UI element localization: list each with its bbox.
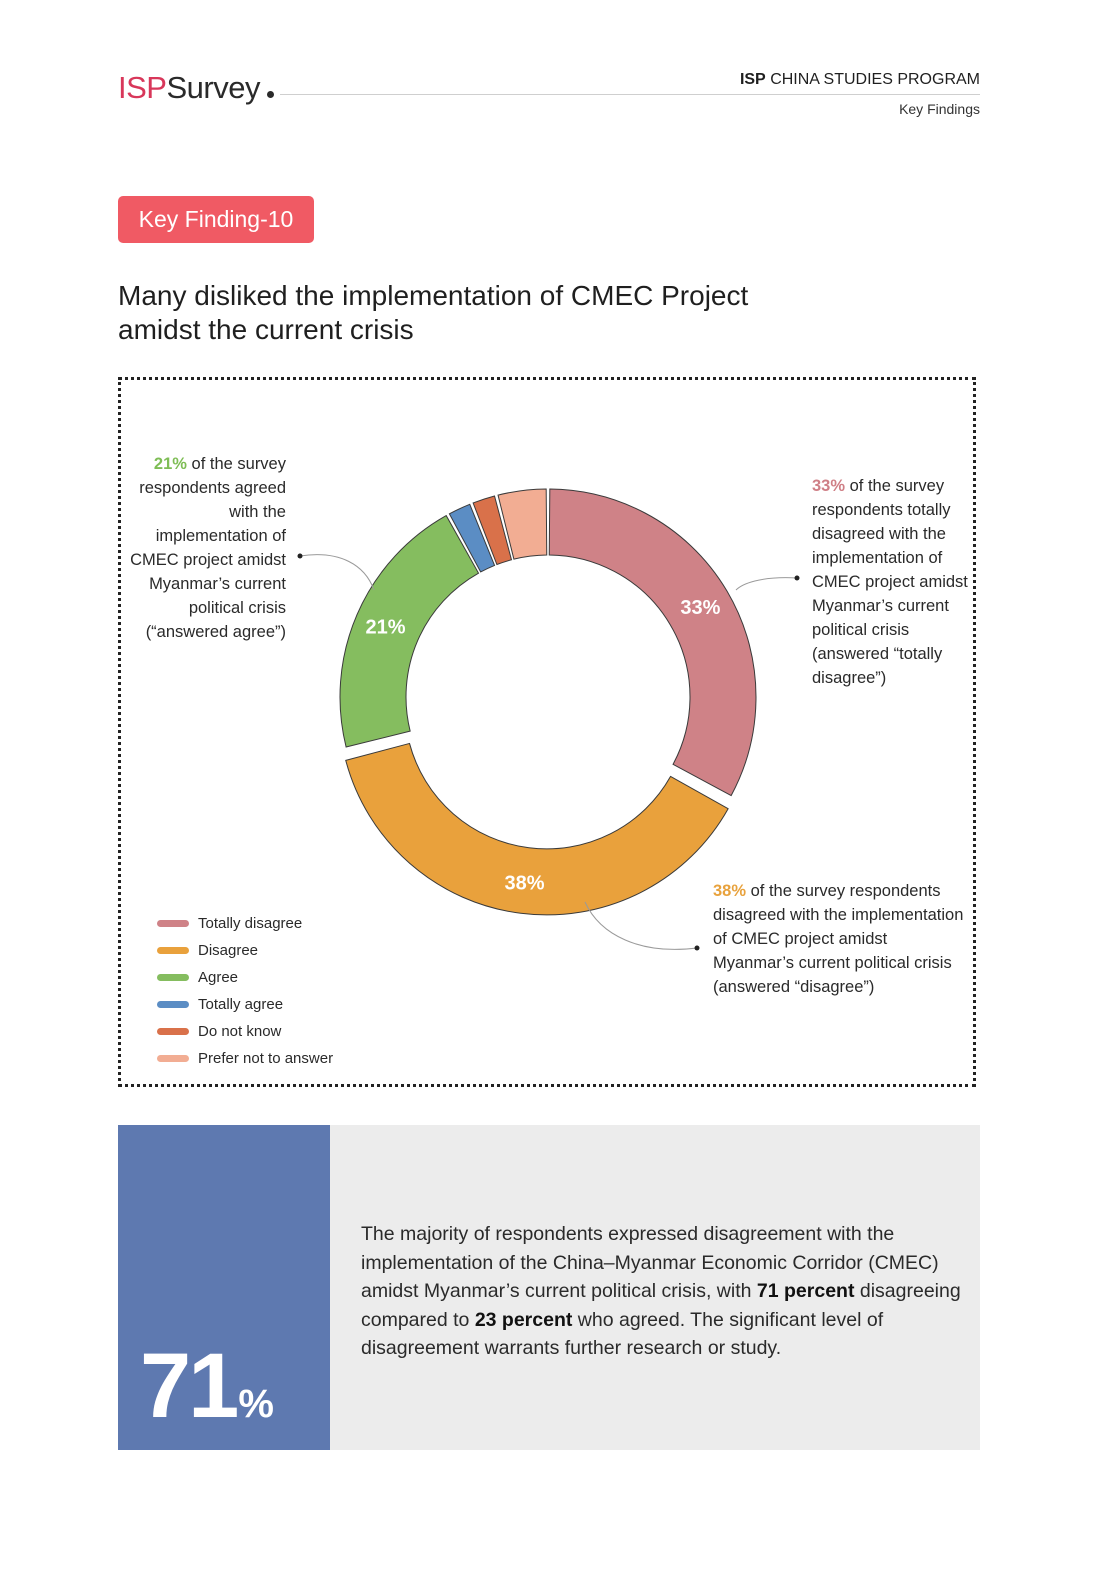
- slice-agree: [339, 514, 480, 748]
- summary-panel: 71% The majority of respondents expresse…: [118, 1125, 980, 1450]
- slice-prefer-not: [497, 488, 548, 560]
- key-finding-badge: Key Finding-10: [118, 196, 314, 243]
- legend-swatch: [157, 947, 189, 954]
- chart-frame: [118, 377, 976, 1087]
- totally-disagree-connector: [735, 577, 798, 591]
- totally-disagree-connector-dot: [794, 575, 800, 581]
- legend-item-agree: Agree: [157, 964, 333, 991]
- data-label-totally-disagree: 33%: [680, 597, 720, 619]
- summary-highlight: 71%: [118, 1125, 330, 1450]
- summary-text: The majority of respondents expressed di…: [361, 1223, 961, 1359]
- program-name: ISP CHINA STUDIES PROGRAM: [739, 71, 980, 88]
- disagree-annotation: 38% of the survey respondents disagreed …: [713, 882, 964, 996]
- disagree-connector: [584, 901, 698, 950]
- agree-connector: [299, 554, 375, 591]
- slice-do-not-know: [472, 495, 513, 566]
- legend-swatch: [157, 1001, 189, 1008]
- legend-item-totally-agree: Totally agree: [157, 991, 333, 1018]
- isp-survey-logo: ISPSurvey: [118, 70, 260, 105]
- legend-item-disagree: Disagree: [157, 937, 333, 964]
- slice-totally-disagree: [548, 488, 757, 797]
- legend-swatch: [157, 974, 189, 981]
- data-label-disagree: 38%: [505, 873, 545, 895]
- page-title: Many disliked the implementation of CMEC…: [118, 280, 749, 345]
- slice-totally-agree: [448, 503, 496, 573]
- agree-connector-dot: [297, 553, 303, 559]
- summary-body: The majority of respondents expressed di…: [330, 1125, 980, 1450]
- big-stat: 71%: [140, 1335, 274, 1437]
- totally-disagree-annotation: 33% of the survey respondents totally di…: [812, 477, 968, 687]
- donut-chart: 33% 38% 21%: [297, 488, 800, 951]
- agree-annotation: 21% of the survey respondents agreed wit…: [130, 455, 286, 641]
- section-subtitle: Key Findings: [899, 101, 980, 117]
- legend-item-totally-disagree: Totally disagree: [157, 910, 333, 937]
- slice-disagree: [345, 742, 729, 916]
- legend-item-do-not-know: Do not know: [157, 1018, 333, 1045]
- data-label-agree: 21%: [366, 617, 406, 639]
- header-divider: [280, 94, 980, 95]
- chart-legend: Totally disagree Disagree Agree Totally …: [157, 910, 333, 1072]
- header-dot: [267, 91, 274, 98]
- legend-swatch: [157, 1055, 189, 1062]
- legend-item-prefer-not: Prefer not to answer: [157, 1045, 333, 1072]
- legend-swatch: [157, 1028, 189, 1035]
- legend-swatch: [157, 920, 189, 927]
- disagree-connector-dot: [694, 945, 700, 951]
